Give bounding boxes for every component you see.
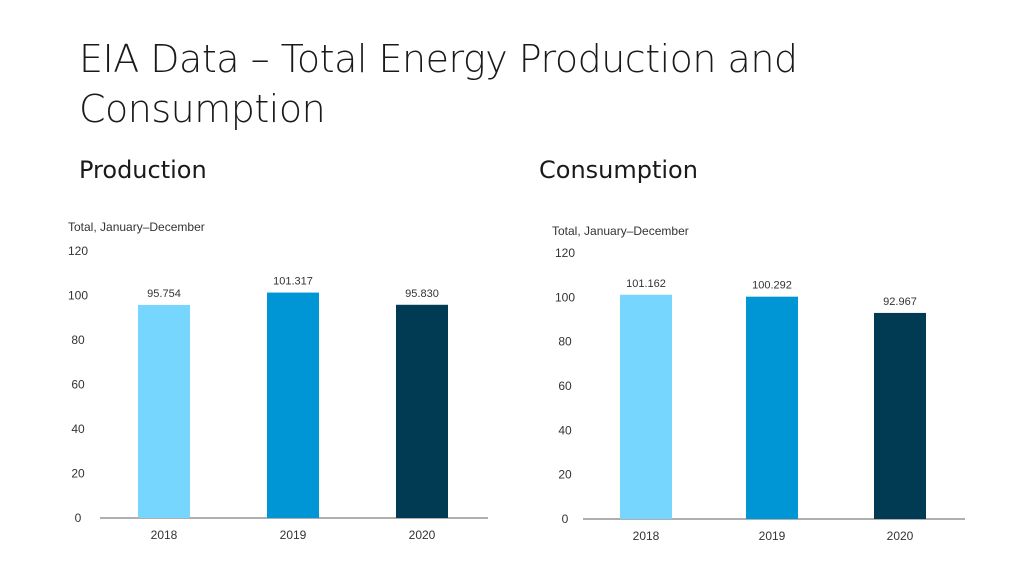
- y-tick-label: 80: [71, 333, 85, 347]
- bar-value-label: 100.292: [752, 280, 792, 292]
- y-tick-label: 20: [71, 467, 85, 481]
- chart-subtitle: Total, January–December: [552, 224, 689, 238]
- production-heading: Production: [79, 156, 207, 184]
- bar-2019: [267, 292, 319, 518]
- bar-2020: [874, 312, 926, 519]
- bar-value-label: 101.162: [626, 278, 666, 290]
- y-tick-label: 40: [71, 422, 85, 436]
- bar-2019: [746, 296, 798, 519]
- consumption-chart: Total, January–December 0 20 40 60 80 100 120 10…: [552, 224, 965, 543]
- consumption-heading: Consumption: [539, 156, 698, 184]
- bar-2018: [620, 294, 672, 519]
- x-category-label: 2018: [151, 528, 178, 542]
- bar-2020: [396, 304, 448, 518]
- y-tick-label: 100: [555, 290, 575, 304]
- y-tick-label: 100: [68, 289, 88, 303]
- x-category-label: 2019: [280, 528, 307, 542]
- x-category-label: 2018: [633, 529, 660, 543]
- y-tick-label: 60: [558, 379, 572, 393]
- bar-value-label: 101.317: [273, 276, 313, 288]
- chart-subtitle: Total, January–December: [68, 220, 205, 234]
- x-category-label: 2020: [887, 529, 914, 543]
- y-tick-label: 0: [75, 511, 82, 525]
- bar-2018: [138, 304, 190, 518]
- y-tick-label: 120: [68, 244, 88, 258]
- y-tick-label: 60: [71, 378, 85, 392]
- bar-value-label: 92.967: [883, 296, 917, 308]
- y-tick-label: 120: [555, 246, 575, 260]
- y-tick-label: 0: [562, 512, 569, 526]
- x-category-label: 2020: [409, 528, 436, 542]
- y-tick-label: 20: [558, 468, 572, 482]
- bar-value-label: 95.830: [405, 288, 439, 300]
- y-tick-label: 40: [558, 423, 572, 437]
- bar-value-label: 95.754: [147, 288, 181, 300]
- slide-title: EIA Data – Total Energy Production and C…: [79, 37, 798, 131]
- production-chart: Total, January–December 0 20 40 60 80 100 120 95…: [68, 220, 488, 542]
- y-tick-label: 80: [558, 335, 572, 349]
- x-category-label: 2019: [759, 529, 786, 543]
